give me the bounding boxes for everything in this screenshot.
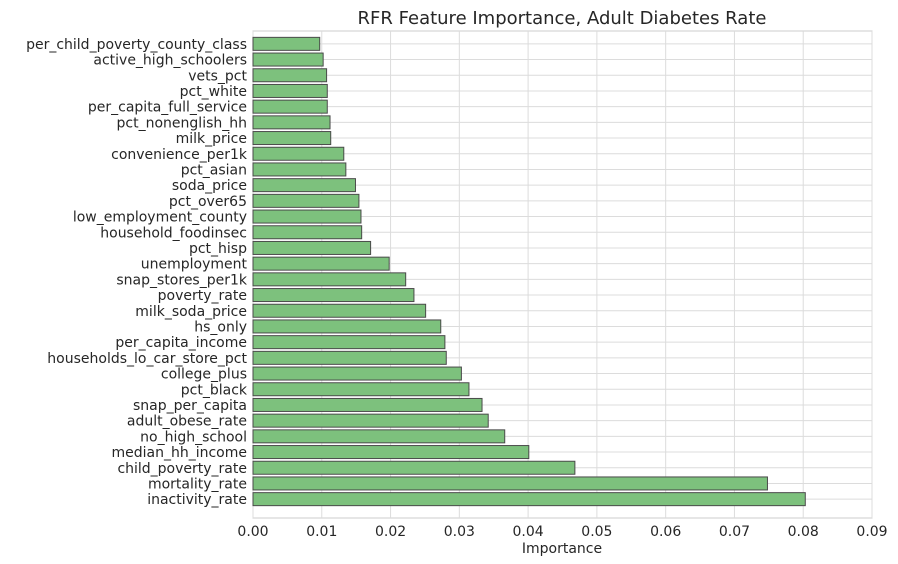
bars	[252, 36, 806, 507]
y-tick-label: low_employment_county	[73, 210, 247, 226]
y-tick-label: vets_pct	[188, 68, 247, 84]
x-axis-label: Importance	[522, 541, 602, 557]
bar-pct-hisp	[252, 240, 372, 255]
y-tick-label: per_capita_income	[115, 335, 247, 351]
y-tick-label: pct_over65	[169, 194, 247, 210]
y-tick-label: college_plus	[161, 367, 247, 383]
bar-adult-obese-rate	[252, 413, 489, 428]
bar-milk-price	[252, 131, 332, 146]
bar-pct-over65	[252, 193, 360, 208]
y-tick-label: snap_stores_per1k	[116, 272, 248, 288]
y-tick-label: mortality_rate	[148, 476, 247, 492]
chart-title: RFR Feature Importance, Adult Diabetes R…	[358, 8, 767, 29]
y-tick-label: milk_soda_price	[135, 304, 247, 320]
y-tick-label: pct_asian	[181, 162, 247, 178]
bar-household-foodinsec	[252, 225, 363, 240]
bar-pct-white	[252, 83, 328, 98]
y-tick-label: inactivity_rate	[147, 492, 247, 508]
y-tick-label: convenience_per1k	[111, 147, 248, 163]
x-tick-labels: 0.00 0.01 0.02 0.03 0.04 0.05 0.06 0.07 0.08 0.09	[237, 524, 887, 540]
bar-snap-per-capita	[252, 397, 483, 412]
x-tick-label: 0.05	[581, 524, 612, 540]
y-tick-label: pct_black	[181, 382, 248, 398]
y-tick-label: per_child_poverty_county_class	[26, 37, 247, 53]
bar-college-plus	[252, 366, 462, 381]
bar-low-employment-county	[252, 209, 362, 224]
y-tick-label: active_high_schoolers	[93, 53, 247, 69]
bar-mortality-rate	[252, 476, 768, 491]
x-tick-label: 0.06	[650, 524, 681, 540]
y-tick-label: milk_price	[176, 131, 247, 147]
y-tick-label: adult_obese_rate	[127, 414, 247, 430]
x-tick-label: 0.08	[788, 524, 819, 540]
x-tick-label: 0.01	[306, 524, 337, 540]
y-tick-label: poverty_rate	[158, 288, 247, 304]
y-tick-label: pct_hisp	[189, 241, 247, 257]
y-tick-label: pct_nonenglish_hh	[117, 115, 247, 131]
bar-convenience-per1k	[252, 146, 345, 161]
y-tick-label: median_hh_income	[111, 445, 247, 461]
y-tick-label: per_capita_full_service	[88, 100, 247, 116]
bar-per-child-poverty-county-class	[252, 36, 321, 51]
y-tick-label: snap_per_capita	[133, 398, 247, 414]
bar-active-high-schoolers	[252, 52, 324, 67]
bar-hs-only	[252, 319, 442, 334]
bar-snap-stores-per1k	[252, 272, 407, 287]
bar-pct-asian	[252, 162, 347, 177]
y-tick-label: pct_white	[180, 84, 247, 100]
bar-median-hh-income	[252, 445, 530, 460]
x-tick-label: 0.07	[719, 524, 750, 540]
y-tick-label: soda_price	[172, 178, 247, 194]
y-tick-label: hs_only	[194, 319, 247, 335]
y-tick-label: households_lo_car_store_pct	[47, 351, 247, 367]
bar-vets-pct	[252, 68, 328, 83]
bar-milk-soda-price	[252, 303, 427, 318]
bar-no-high-school	[252, 429, 506, 444]
bar-unemployment	[252, 256, 390, 271]
y-tick-label: unemployment	[141, 257, 248, 273]
y-tick-label: household_foodinsec	[100, 225, 247, 241]
y-tick-label: no_high_school	[140, 429, 247, 445]
bar-households-lo-car-store-pct	[252, 350, 447, 365]
bar-pct-black	[252, 382, 470, 397]
x-tick-label: 0.02	[375, 524, 406, 540]
bar-poverty-rate	[252, 288, 415, 303]
x-tick-label: 0.03	[444, 524, 475, 540]
y-tick-label: child_poverty_rate	[117, 461, 247, 477]
x-tick-label: 0.00	[237, 524, 268, 540]
x-tick-label: 0.04	[513, 524, 544, 540]
bar-pct-nonenglish-hh	[252, 115, 331, 130]
bar-child-poverty-rate	[252, 460, 576, 475]
bar-soda-price	[252, 178, 356, 193]
bar-per-capita-full-service	[252, 99, 328, 114]
x-tick-label: 0.09	[856, 524, 887, 540]
y-tick-labels: inactivity_ratemortality_ratechild_pover…	[26, 37, 248, 508]
bar-inactivity-rate	[252, 492, 806, 507]
bar-per-capita-income	[252, 335, 446, 350]
